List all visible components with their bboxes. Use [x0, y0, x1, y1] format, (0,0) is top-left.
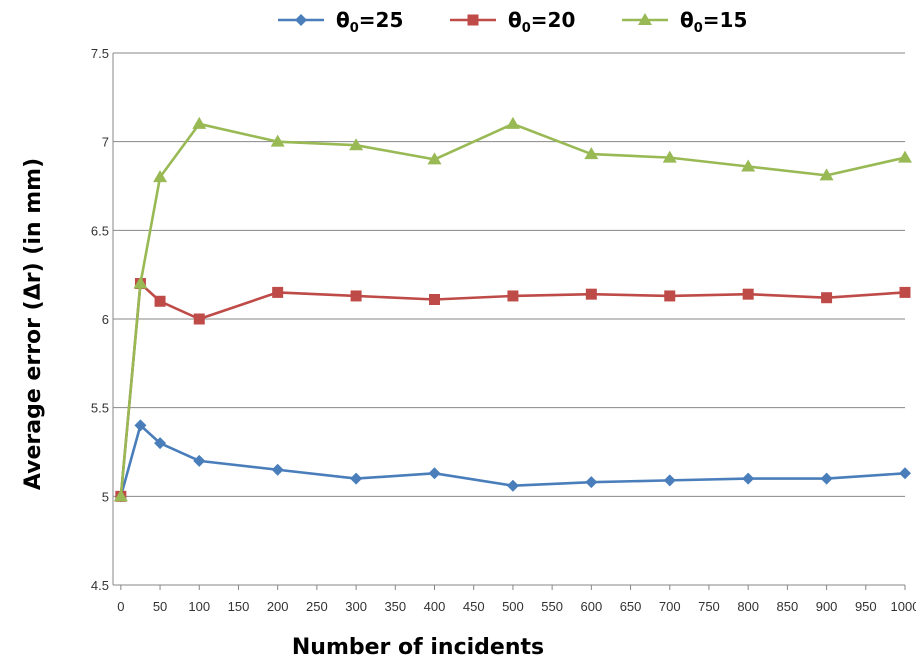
- data-point: [742, 472, 755, 485]
- y-tick-label: 7: [102, 135, 109, 150]
- data-point: [154, 437, 167, 450]
- y-tick-labels: 4.5 5 5.5 6 6.5 7 7.5: [91, 46, 109, 593]
- x-tick-label: 650: [620, 599, 642, 614]
- x-tick-label: 550: [541, 599, 563, 614]
- x-tick-label: 150: [228, 599, 250, 614]
- x-tick-label: 450: [463, 599, 485, 614]
- series-2: [113, 116, 912, 502]
- y-tick-label: 5.5: [91, 401, 109, 416]
- data-point: [585, 476, 598, 489]
- x-tick-label: 100: [188, 599, 210, 614]
- series-line: [119, 122, 906, 497]
- y-tick-label: 5: [102, 489, 109, 504]
- x-tick-label: 200: [267, 599, 289, 614]
- x-tick-label: 250: [306, 599, 328, 614]
- data-point: [506, 479, 519, 492]
- legend-label: θ0=25: [336, 8, 403, 36]
- data-point: [113, 489, 128, 502]
- x-tick-label: 0: [117, 599, 124, 614]
- x-tick-label: 300: [345, 599, 367, 614]
- data-point: [467, 14, 479, 26]
- series-0: [114, 419, 911, 503]
- data-point: [192, 116, 207, 129]
- x-tick-label: 350: [384, 599, 406, 614]
- data-point: [584, 147, 599, 160]
- data-point: [820, 472, 833, 485]
- data-point: [270, 134, 285, 147]
- data-point: [193, 313, 205, 325]
- x-tick-label: 950: [855, 599, 877, 614]
- data-point: [295, 14, 307, 26]
- legend-item-2: θ0=15: [622, 8, 747, 36]
- x-axis-title: Number of incidents: [292, 635, 544, 660]
- data-point: [271, 463, 284, 476]
- x-tick-label: 500: [502, 599, 524, 614]
- x-tick-label: 1000: [891, 599, 916, 614]
- y-tick-label: 6.5: [91, 223, 109, 238]
- legend-label: θ0=15: [680, 8, 747, 36]
- data-point: [821, 292, 833, 304]
- y-axis-title: Average error (Δr) (in mm): [21, 158, 46, 490]
- data-point: [154, 295, 166, 307]
- data-point: [742, 288, 754, 300]
- legend: θ0=25 θ0=20 θ0=15: [278, 8, 747, 36]
- data-point: [507, 290, 519, 302]
- series-group: [113, 116, 912, 503]
- data-point: [664, 290, 676, 302]
- data-point: [349, 138, 364, 151]
- x-tick-label: 800: [737, 599, 759, 614]
- data-point: [272, 286, 284, 298]
- data-point: [134, 419, 147, 432]
- data-point: [427, 152, 442, 165]
- legend-label: θ0=20: [508, 8, 575, 36]
- y-tick-label: 4.5: [91, 578, 109, 593]
- x-tick-label: 900: [816, 599, 838, 614]
- x-tick-labels: 0 50 100 150 200 250 300 350 400 450 500 550 600 650 7…: [117, 599, 916, 614]
- data-point: [429, 293, 441, 305]
- legend-item-0: θ0=25: [278, 8, 403, 36]
- data-point: [899, 467, 911, 480]
- data-point: [350, 472, 363, 485]
- x-tick-label: 750: [698, 599, 720, 614]
- data-point: [662, 150, 677, 163]
- x-tick-label: 850: [777, 599, 799, 614]
- data-point: [741, 159, 756, 172]
- grid-lines: [113, 52, 905, 586]
- legend-item-1: θ0=20: [450, 8, 575, 36]
- y-tick-label: 7.5: [91, 46, 109, 61]
- data-point: [350, 290, 362, 302]
- x-tick-label: 700: [659, 599, 681, 614]
- data-point: [585, 288, 597, 300]
- data-point: [133, 276, 148, 289]
- data-point: [428, 467, 441, 480]
- data-point: [505, 116, 520, 129]
- x-tick-label: 50: [153, 599, 167, 614]
- data-point: [153, 170, 168, 183]
- data-point: [899, 286, 911, 298]
- data-point: [638, 13, 652, 25]
- x-tick-label: 600: [580, 599, 602, 614]
- x-tick-label: 400: [424, 599, 446, 614]
- data-point: [819, 168, 834, 181]
- series-1: [115, 278, 911, 502]
- axes: [112, 53, 906, 590]
- data-point: [663, 474, 676, 487]
- data-point: [898, 150, 912, 163]
- y-tick-label: 6: [102, 312, 109, 327]
- data-point: [193, 454, 206, 467]
